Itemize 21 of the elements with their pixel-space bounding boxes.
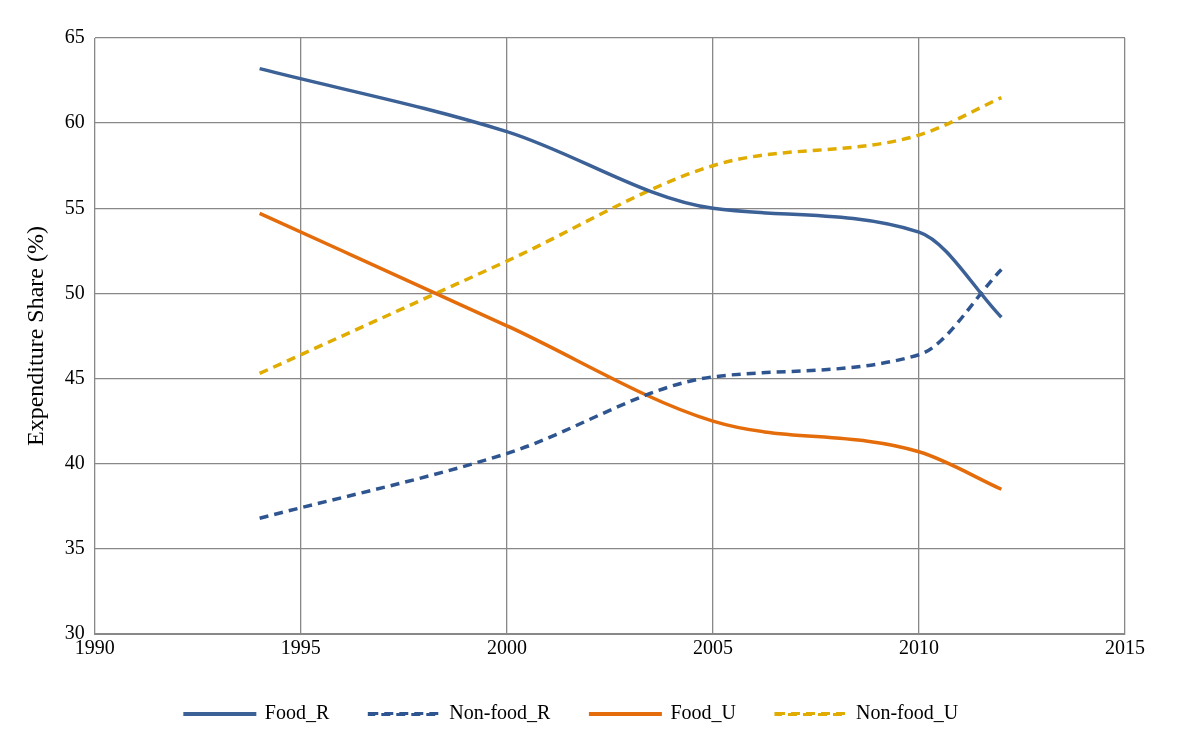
legend-label: Non-food_U bbox=[855, 701, 959, 724]
legend-label: Non-food_R bbox=[449, 701, 552, 724]
line-series bbox=[257, 95, 1004, 376]
line-series bbox=[257, 211, 1004, 492]
x-tick-label: 1995 bbox=[280, 636, 321, 659]
x-tick-label: 2005 bbox=[692, 636, 733, 659]
x-tick-label: 2015 bbox=[1105, 636, 1145, 659]
legend-label: Food_R bbox=[264, 701, 330, 724]
line-series bbox=[257, 267, 1004, 520]
y-tick-label: 40 bbox=[64, 450, 85, 473]
y-tick-label: 60 bbox=[64, 110, 85, 133]
y-tick-label: 65 bbox=[64, 25, 85, 48]
x-tick-label: 2000 bbox=[486, 636, 527, 659]
y-tick-label: 55 bbox=[64, 195, 85, 218]
legend-label: Food_U bbox=[670, 701, 737, 724]
line-series bbox=[257, 66, 1004, 320]
y-tick-label: 45 bbox=[64, 365, 85, 388]
y-axis-title: Expenditure Share (%) bbox=[21, 226, 48, 446]
y-tick-label: 35 bbox=[64, 536, 85, 559]
y-tick-label: 50 bbox=[64, 280, 85, 303]
x-tick-label: 2010 bbox=[898, 636, 939, 659]
